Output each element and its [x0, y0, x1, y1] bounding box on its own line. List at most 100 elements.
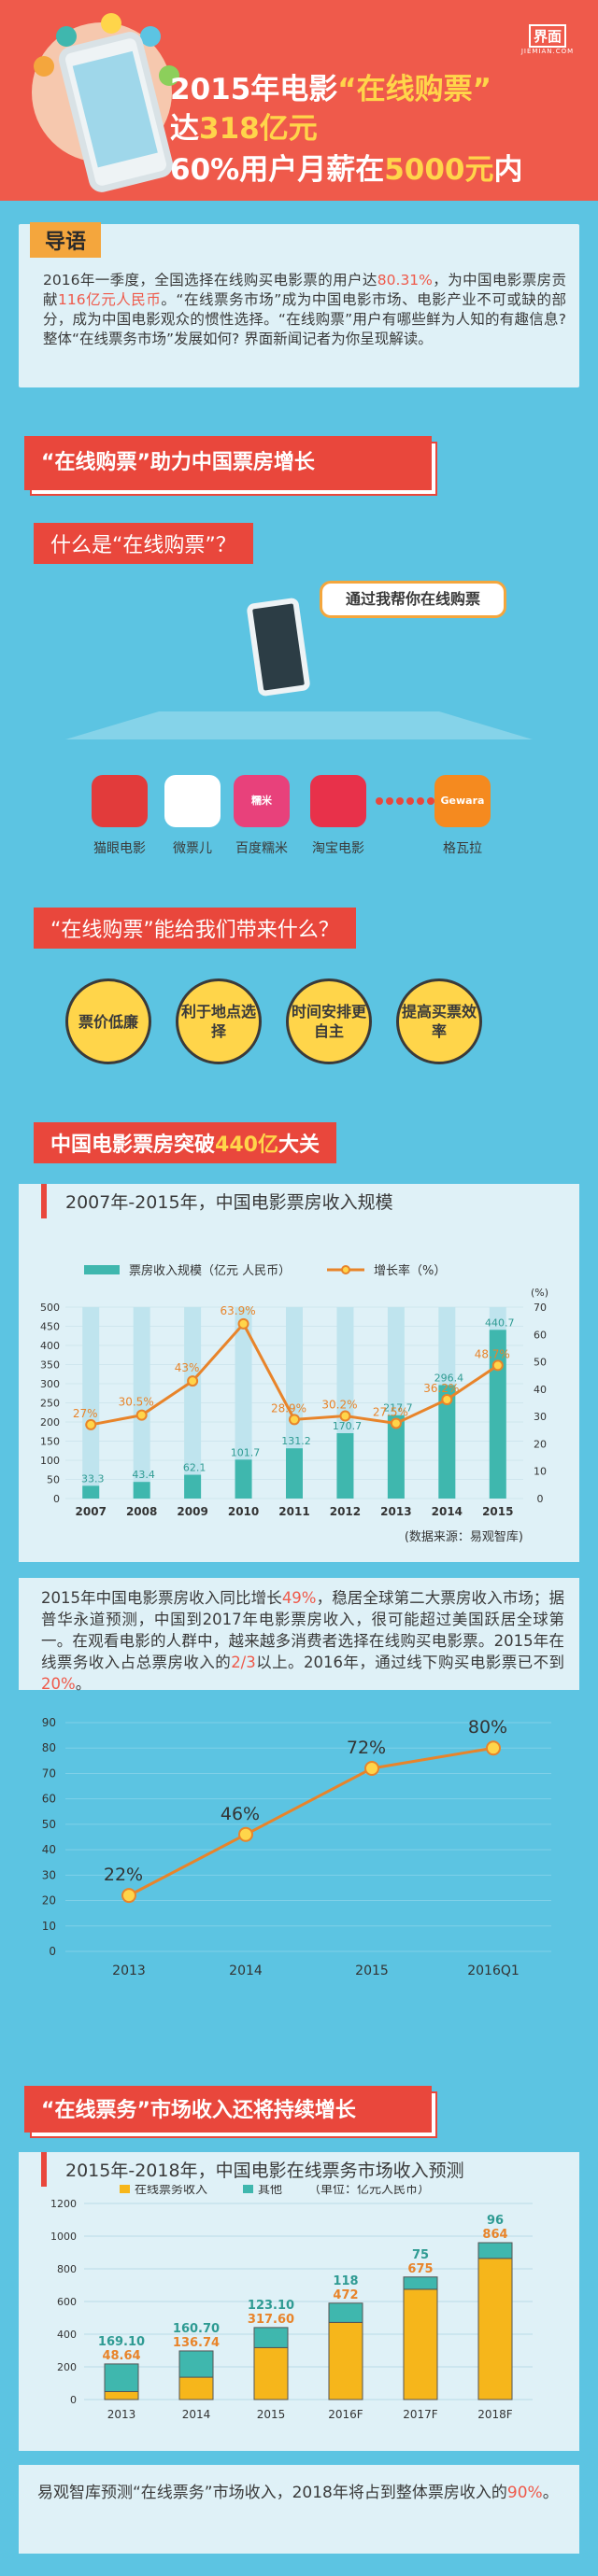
bar-value-label: 296.4: [434, 1372, 464, 1384]
bar-online: [178, 2376, 214, 2400]
x-tick-label: 2013: [107, 2408, 136, 2421]
y2-tick-label: 40: [534, 1384, 547, 1396]
hero-bubble-icon: [159, 65, 179, 86]
other-value-label: 123.10: [248, 2299, 294, 2313]
share-point: [364, 1761, 379, 1776]
bar: [133, 1482, 150, 1499]
growth-point: [289, 1414, 300, 1426]
y-tick-label: 10: [42, 1920, 56, 1933]
growth-point: [390, 1417, 402, 1429]
y-tick-label: 300: [40, 1378, 60, 1390]
bar-background: [235, 1307, 252, 1499]
other-value-label: 75: [412, 2248, 429, 2262]
share-label: 72%: [347, 1738, 386, 1758]
bar: [184, 1474, 202, 1499]
light-beam: [65, 711, 533, 739]
section3-banner: “在线票务”市场收入还将持续增长: [24, 2086, 432, 2133]
y-tick-label: 20: [42, 1894, 56, 1907]
share-line: [128, 1746, 494, 1897]
y-tick-label: 800: [57, 2263, 77, 2275]
bar-value-label: 440.7: [485, 1316, 515, 1329]
y-tick-label: 70: [42, 1767, 56, 1780]
legend-label: 增长率（%）: [374, 1263, 446, 1278]
x-tick-label: 2007: [76, 1505, 107, 1518]
logo-text: 界面: [528, 24, 566, 48]
growth-label: 36.2%: [423, 1382, 459, 1395]
y-tick-label: 50: [42, 1818, 56, 1831]
right-axis-unit: (%): [531, 1287, 548, 1299]
app-label: 猫眼电影: [93, 841, 146, 856]
x-tick-label: 2008: [126, 1505, 157, 1518]
growth-label: 28.9%: [271, 1401, 306, 1415]
x-tick-label: 2015: [482, 1505, 513, 1518]
bar-other: [178, 2350, 214, 2378]
legend-label: 在线票务收入: [135, 2185, 207, 2197]
hero-title-line3: 60%用户月薪在5000元内: [170, 153, 523, 187]
speech-bubble: 通过我帮你在线购票: [320, 581, 506, 618]
penguin-icon[interactable]: [164, 775, 221, 827]
app-label: 微票儿: [173, 841, 212, 856]
section2-text-panel: [19, 1578, 579, 1690]
glasses-icon[interactable]: [310, 775, 366, 827]
y-tick-label: 1000: [50, 2231, 77, 2243]
bar-other: [477, 2242, 513, 2259]
y-tick-label: 80: [42, 1741, 56, 1754]
y-tick-label: 0: [70, 2394, 77, 2406]
y-tick-label: 200: [57, 2361, 77, 2373]
y-tick-label: 200: [40, 1416, 60, 1429]
growth-point: [441, 1393, 453, 1405]
share-point: [238, 1826, 253, 1842]
other-value-label: 169.10: [98, 2335, 145, 2349]
y-tick-label: 250: [40, 1398, 60, 1410]
growth-label: 30.5%: [119, 1396, 154, 1409]
bar-value-label: 43.4: [132, 1469, 155, 1481]
y-tick-label: 30: [42, 1868, 56, 1881]
legend-swatch-other: [243, 2185, 253, 2193]
x-tick-label: 2010: [228, 1505, 259, 1518]
jiemian-logo[interactable]: 界面 JIEMIAN.COM: [518, 24, 577, 56]
y-tick-label: 450: [40, 1321, 60, 1333]
x-tick-label: 2013: [380, 1505, 411, 1518]
bar: [82, 1485, 100, 1499]
bar-background: [184, 1307, 202, 1499]
y-tick-label: 90: [42, 1716, 56, 1729]
legend-label: 票房收入规模（亿元 人民币）: [129, 1263, 291, 1278]
y-tick-label: 400: [57, 2329, 77, 2341]
section2-text: 2015年中国电影票房收入同比增长49%，稳居全球第二大票房收入市场；据普华永道…: [41, 1589, 565, 1693]
bar-value-label: 131.2: [281, 1435, 311, 1447]
growth-point: [237, 1317, 249, 1330]
share-label: 22%: [104, 1865, 143, 1885]
chart3-subtitle: 2015年-2018年，中国电影在线票务市场收入预测: [41, 2152, 483, 2187]
chart-online-share: 90 80 70 60 50 40 30 20 10 0 22% 2013 46% 2014 72% 2015…: [42, 1716, 551, 1978]
bar-value-label: 217.7: [383, 1402, 413, 1415]
x-tick-label: 2018F: [477, 2408, 513, 2421]
legend-marker: [341, 1265, 350, 1274]
growth-label: 43%: [175, 1361, 200, 1374]
app-label: 百度糯米: [235, 841, 288, 856]
growth-point: [491, 1359, 504, 1372]
growth-label: 63.9%: [220, 1304, 255, 1317]
y2-tick-label: 0: [537, 1493, 544, 1505]
growth-point: [339, 1410, 351, 1422]
other-value-label: 118: [333, 2274, 358, 2288]
app-label: 格瓦拉: [443, 841, 482, 856]
y-tick-label: 60: [42, 1793, 56, 1806]
bar-other: [104, 2363, 139, 2392]
nuomi-icon[interactable]: 糯米: [234, 775, 290, 827]
benefit-circle: 利于地点选择: [176, 978, 262, 1064]
x-tick-label: 2011: [278, 1505, 309, 1518]
bar: [438, 1385, 456, 1499]
section3-text: 易观智库预测“在线票务”市场收入，2018年将占到整体票房收入的90%。: [37, 2484, 559, 2502]
intro-panel: 导语 2016年一季度，全国选择在线购买电影票的用户达80.31%，为中国电影票…: [19, 222, 579, 387]
legend-swatch-bar: [84, 1265, 120, 1274]
bar-background: [133, 1307, 150, 1499]
benefit-circle: 提高买票效率: [396, 978, 482, 1064]
y2-tick-label: 10: [534, 1466, 547, 1478]
bar-online: [328, 2321, 363, 2400]
gewara-icon[interactable]: Gewara: [434, 775, 491, 827]
bar-value-label: 33.3: [81, 1472, 105, 1485]
bar-online: [403, 2288, 438, 2400]
growth-label: 27%: [73, 1407, 98, 1420]
online-value-label: 136.74: [173, 2336, 220, 2350]
cat-face-icon[interactable]: [92, 775, 148, 827]
